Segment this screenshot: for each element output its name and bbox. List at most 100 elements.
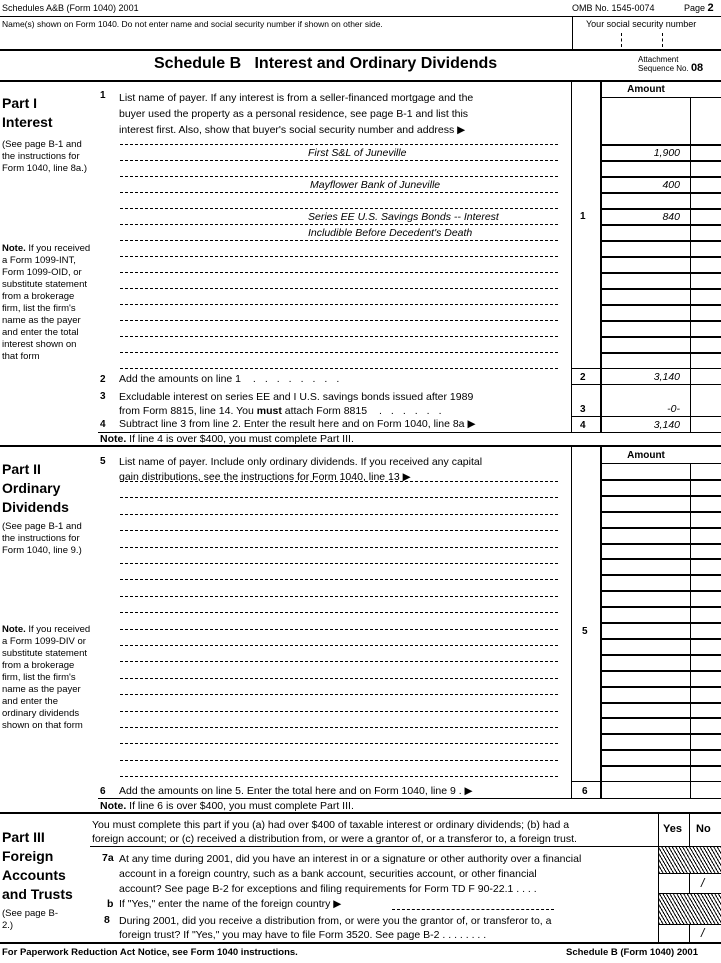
payer-entry-line[interactable]	[120, 352, 558, 353]
line-number: 2	[100, 374, 106, 385]
rule	[600, 527, 721, 529]
payer-entry-line[interactable]	[120, 514, 558, 515]
payer-entry-line[interactable]	[120, 320, 558, 321]
line-number: b	[107, 898, 114, 910]
amount-cell[interactable]	[602, 161, 690, 175]
payer-amount[interactable]: 1,900	[653, 147, 680, 159]
payer-entry-line[interactable]	[120, 160, 558, 161]
payer-entry-line[interactable]	[120, 304, 558, 305]
line4-label: Subtract line 3 from line 2. Enter the r…	[119, 418, 476, 430]
attachment-sequence: Attachment Sequence No. 08	[638, 55, 704, 74]
payer-entry-line[interactable]	[120, 192, 558, 193]
payer-entry-line[interactable]	[120, 629, 558, 630]
payer-name[interactable]: Mayflower Bank of Juneville	[310, 179, 441, 191]
payer-entry-line[interactable]	[120, 661, 558, 662]
payer-entry-line[interactable]	[120, 481, 558, 482]
part1-note: Note. If you received a Form 1099-INT, F…	[2, 243, 91, 362]
payer-entry-line[interactable]	[120, 240, 558, 241]
payer-name[interactable]: First S&L of Juneville	[308, 147, 407, 159]
line-number: 1	[580, 211, 586, 222]
rule	[600, 336, 721, 338]
payer-entry-line[interactable]	[120, 678, 558, 679]
payer-entry-line[interactable]	[120, 530, 558, 531]
line2-amount[interactable]: 3,140	[653, 371, 680, 383]
line-number: 3	[580, 404, 586, 415]
part2-note: Note. If you received a Form 1099-DIV or…	[2, 624, 91, 731]
amount-cell[interactable]	[602, 273, 690, 287]
payer-entry-line[interactable]	[120, 256, 558, 257]
amount-cell[interactable]	[602, 353, 690, 367]
amount-cell[interactable]	[602, 257, 690, 271]
payer-entry-line[interactable]	[120, 694, 558, 695]
payer-entry-line[interactable]	[120, 579, 558, 580]
payer-amount[interactable]: 840	[662, 211, 680, 223]
amount-cell[interactable]	[602, 305, 690, 319]
amount-cell[interactable]	[602, 337, 690, 351]
rule	[600, 733, 721, 735]
line4-amount[interactable]: 3,140	[653, 419, 680, 431]
payer-entry-line[interactable]	[120, 760, 558, 761]
amount-cell[interactable]	[602, 193, 690, 207]
payer-entry-line[interactable]	[120, 645, 558, 646]
line3-amount[interactable]: -0-	[667, 403, 680, 415]
payer-amount[interactable]: 400	[662, 179, 680, 191]
payer-entry-line[interactable]	[120, 612, 558, 613]
amount-cell[interactable]	[602, 225, 690, 239]
footer-form-id: Schedule B (Form 1040) 2001	[566, 947, 698, 958]
line-number: 5	[100, 456, 106, 467]
ssn-field[interactable]	[574, 30, 721, 48]
q8-no-check-icon[interactable]: /	[701, 926, 705, 940]
payer-entry-line[interactable]	[120, 288, 558, 289]
no-header: No	[696, 823, 711, 835]
amount-cell[interactable]	[602, 321, 690, 335]
rule	[600, 590, 721, 592]
amount-cell[interactable]	[602, 241, 690, 255]
foreign-country-field[interactable]	[392, 909, 554, 910]
payer-name[interactable]: Series EE U.S. Savings Bonds -- Interest	[308, 211, 499, 223]
rule	[690, 464, 691, 798]
payer-entry-line[interactable]	[120, 208, 558, 209]
rule	[571, 447, 572, 798]
rule	[600, 304, 721, 306]
rule	[600, 654, 721, 656]
rule	[600, 765, 721, 767]
payer-entry-line[interactable]	[120, 176, 558, 177]
payer-entry-line[interactable]	[120, 368, 558, 369]
payer-entry-line[interactable]	[120, 727, 558, 728]
line6-label: Add the amounts on line 5. Enter the tot…	[119, 785, 473, 797]
payer-entry-line[interactable]	[120, 224, 558, 225]
payer-entry-line[interactable]	[120, 336, 558, 337]
part2-title: Part II Ordinary Dividends	[2, 461, 69, 515]
payer-entry-line[interactable]	[120, 711, 558, 712]
rule	[600, 240, 721, 242]
rule	[600, 176, 721, 178]
amount-header: Amount	[627, 450, 665, 461]
amount-header: Amount	[627, 84, 665, 95]
payer-entry-line[interactable]	[120, 776, 558, 777]
line5-instructions: List name of payer. Include only ordinar…	[119, 456, 483, 483]
q8-yes-box[interactable]	[659, 925, 689, 942]
payer-entry-line[interactable]	[120, 563, 558, 564]
q7a-no-check-icon[interactable]: /	[701, 876, 705, 890]
rule	[600, 574, 721, 576]
name-field[interactable]	[0, 30, 570, 48]
line3-label: Excludable interest on series EE and I U…	[119, 391, 474, 417]
amount-cell[interactable]	[602, 209, 690, 223]
payer-name[interactable]: Includible Before Decedent's Death	[308, 227, 473, 239]
amount-cell[interactable]	[602, 145, 690, 159]
amount-cell[interactable]	[602, 289, 690, 303]
q7a-yes-box[interactable]	[659, 874, 689, 893]
part2-see: (See page B-1 and the instructions for F…	[2, 521, 82, 556]
amount-cell[interactable]	[602, 177, 690, 191]
rule	[600, 479, 721, 481]
rule	[571, 82, 572, 432]
payer-entry-line[interactable]	[120, 272, 558, 273]
payer-entry-line[interactable]	[120, 547, 558, 548]
rule	[600, 192, 721, 194]
payer-entry-line[interactable]	[120, 144, 558, 145]
payer-entry-line[interactable]	[120, 497, 558, 498]
rule	[571, 384, 721, 385]
payer-entry-line[interactable]	[120, 596, 558, 597]
payer-entry-line[interactable]	[120, 743, 558, 744]
